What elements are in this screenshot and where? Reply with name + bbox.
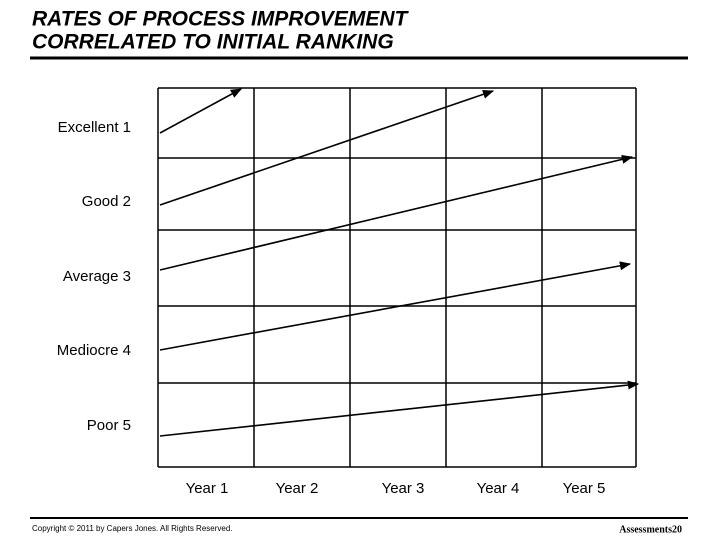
row-label: Mediocre 4 bbox=[57, 342, 131, 359]
arrows bbox=[159, 88, 640, 437]
row-label: Poor 5 bbox=[87, 417, 131, 434]
column-label: Year 2 bbox=[276, 480, 319, 497]
column-label: Year 1 bbox=[186, 480, 229, 497]
title: CORRELATED TO INITIAL RANKING bbox=[32, 31, 394, 54]
title: RATES OF PROCESS IMPROVEMENT bbox=[32, 8, 409, 31]
column-label: Year 5 bbox=[563, 480, 606, 497]
row-label: Excellent 1 bbox=[58, 119, 131, 136]
column-label: Year 3 bbox=[382, 480, 425, 497]
page-label: Assessments20 bbox=[619, 524, 682, 535]
row-label: Good 2 bbox=[82, 193, 131, 210]
column-label: Year 4 bbox=[477, 480, 520, 497]
row-label: Average 3 bbox=[63, 268, 131, 285]
copyright: Copyright © 2011 by Capers Jones. All Ri… bbox=[32, 524, 233, 533]
